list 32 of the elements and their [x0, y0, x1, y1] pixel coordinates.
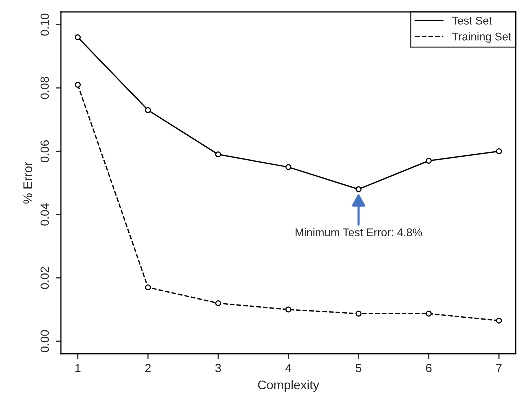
point	[356, 186, 362, 192]
y-tick-label: 0.02	[40, 267, 50, 290]
y-tick-label: 0.06	[40, 140, 50, 163]
x-tick-label: 3	[216, 364, 222, 372]
y-axis-title: % Error	[24, 162, 32, 204]
annotation: Minimum Test Error: 4.8%	[296, 228, 422, 237]
x-axis-title: Complexity	[258, 380, 320, 392]
x-tick-label: 1	[76, 364, 81, 372]
point	[426, 310, 432, 317]
point	[356, 310, 362, 317]
point	[496, 148, 502, 154]
y-tick-label: 0.00	[40, 330, 50, 352]
point	[145, 107, 152, 114]
y-tick-label: 0.10	[40, 14, 50, 36]
point	[286, 164, 292, 170]
point	[75, 34, 82, 41]
point	[75, 82, 82, 88]
legend-label: Test Set	[452, 16, 492, 25]
point	[496, 318, 502, 324]
y-tick-label: 0.08	[40, 77, 50, 100]
x-tick-label: 6	[426, 364, 432, 372]
legend-label: Training Set	[452, 32, 512, 43]
y-tick-label: 0.04	[40, 204, 50, 226]
point	[215, 152, 222, 158]
point	[426, 158, 432, 164]
x-tick-label: 7	[496, 364, 502, 372]
point	[145, 284, 152, 291]
x-tick-label: 5	[356, 364, 362, 372]
x-tick-label: 2	[146, 364, 151, 372]
point	[215, 300, 222, 306]
x-tick-label: 4	[286, 364, 292, 372]
point	[286, 306, 292, 313]
